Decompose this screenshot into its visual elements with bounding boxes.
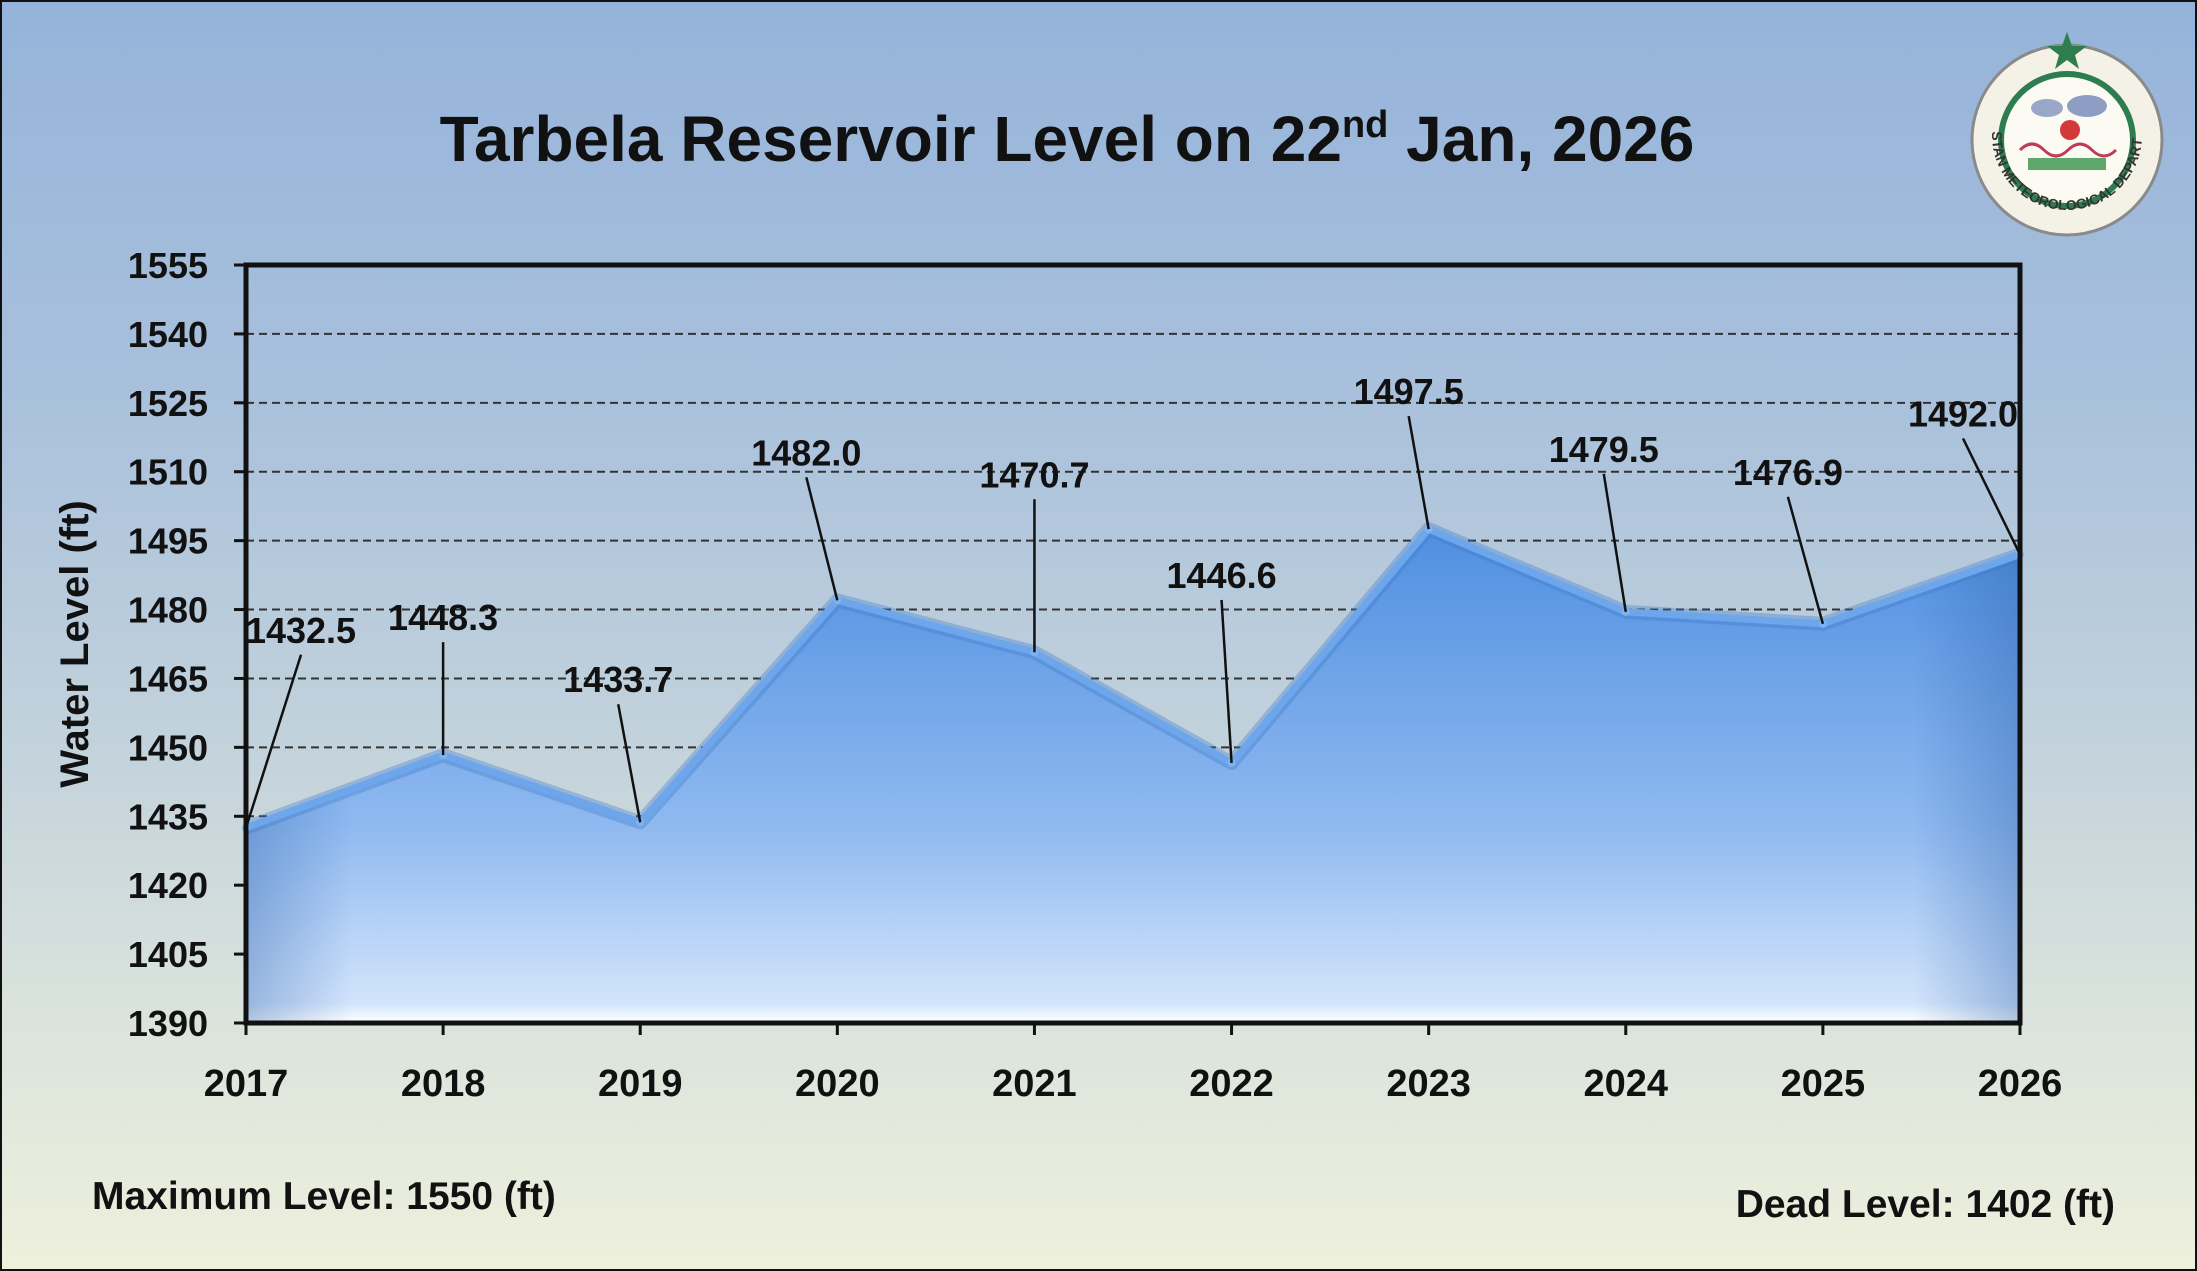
data-label-leader <box>616 704 642 823</box>
data-label-leader <box>1961 437 2022 555</box>
data-label-leader <box>1786 496 1825 625</box>
y-tick-label: 1540 <box>128 314 208 355</box>
data-label: 1433.7 <box>563 659 673 700</box>
x-tick-label: 2024 <box>1584 1063 1669 1105</box>
data-label: 1476.9 <box>1733 452 1843 493</box>
y-tick-label: 1465 <box>128 658 208 699</box>
data-label: 1482.0 <box>751 432 861 473</box>
data-label: 1448.3 <box>388 597 498 638</box>
x-tick-label: 2018 <box>401 1063 486 1105</box>
data-label: 1479.5 <box>1549 429 1659 470</box>
area-line <box>244 525 2022 832</box>
data-label: 1432.5 <box>246 610 356 651</box>
data-label: 1492.0 <box>1908 393 2018 434</box>
data-label-leader <box>805 477 839 601</box>
y-axis-title: Water Level (ft) <box>53 500 97 787</box>
x-tick-label: 2023 <box>1386 1063 1471 1105</box>
data-label: 1446.6 <box>1167 555 1277 596</box>
y-tick-label: 1495 <box>128 521 208 562</box>
max-level-note: Maximum Level: 1550 (ft) <box>92 1175 556 1218</box>
area-bevel <box>246 529 2020 1023</box>
data-label-leader <box>1220 599 1233 764</box>
data-label-leader <box>244 654 303 829</box>
data-label-leader <box>1602 473 1628 613</box>
y-tick-label: 1435 <box>128 796 208 837</box>
x-tick-label: 2026 <box>1978 1063 2063 1105</box>
x-tick-label: 2021 <box>992 1063 1077 1105</box>
x-tick-label: 2019 <box>598 1063 683 1105</box>
y-tick-label: 1525 <box>128 383 208 424</box>
y-tick-label: 1510 <box>128 452 208 493</box>
pmd-emblem-icon: PAKISTAN METEOROLOGICAL DEPARTMENT <box>1962 30 2164 237</box>
y-tick-label: 1405 <box>128 934 208 975</box>
y-tick-label: 1450 <box>128 727 208 768</box>
dead-level-note: Dead Level: 1402 (ft) <box>1735 1183 2115 1226</box>
data-label-leader <box>1407 415 1430 530</box>
y-tick-label: 1420 <box>128 865 208 906</box>
y-tick-label: 1555 <box>128 245 208 286</box>
chart-title-suffix: Jan, 2026 <box>1388 103 1695 175</box>
axes: 1390 1405 1420 1435 1450 1465 1480 1495 1510 1525… <box>53 245 2062 1105</box>
chart-title-main: Tarbela Reservoir Level on 22 <box>439 103 1342 175</box>
data-label: 1470.7 <box>979 454 1089 495</box>
x-tick-label: 2022 <box>1189 1063 1274 1105</box>
x-tick-label: 2025 <box>1781 1063 1866 1105</box>
chart-title-superscript: nd <box>1341 104 1389 146</box>
data-label-leaders <box>244 415 2022 829</box>
x-tick-label: 2020 <box>795 1063 880 1105</box>
y-tick-label: 1480 <box>128 590 208 631</box>
plot-border <box>243 262 2023 1026</box>
y-tick-label: 1390 <box>128 1003 208 1044</box>
data-labels: 1432.5 1448.3 1433.7 1482.0 1470.7 1446.6 1497… <box>246 371 2018 700</box>
x-tick-label: 2017 <box>204 1063 289 1105</box>
area-series <box>242 522 2024 1023</box>
data-label: 1497.5 <box>1354 371 1464 412</box>
chart-title: Tarbela Reservoir Level on 22nd Jan, 202… <box>2 102 2132 176</box>
